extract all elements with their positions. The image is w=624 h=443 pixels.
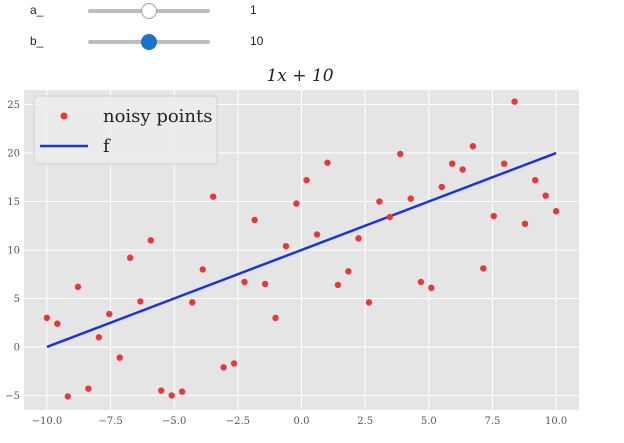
data-point xyxy=(324,159,331,166)
data-point xyxy=(74,283,82,291)
data-point xyxy=(261,280,269,288)
data-point xyxy=(95,334,103,341)
data-point xyxy=(251,216,258,224)
data-point xyxy=(459,166,466,173)
data-point xyxy=(521,220,529,228)
data-point xyxy=(417,278,425,286)
data-point xyxy=(500,160,508,167)
slider-a-label: a_ xyxy=(30,3,44,17)
data-point xyxy=(449,160,456,167)
data-point xyxy=(230,360,238,367)
data-point xyxy=(158,387,165,394)
data-point xyxy=(126,254,134,261)
series-noisy-points xyxy=(43,98,560,400)
data-point xyxy=(490,212,497,220)
series-line-f xyxy=(46,151,557,349)
legend-marker-points xyxy=(60,112,68,120)
data-point xyxy=(147,237,154,244)
slider-b-label: b_ xyxy=(30,34,44,48)
slider-b-row: b_ 10 xyxy=(0,31,300,53)
data-point xyxy=(54,320,61,327)
x-tick-label: 2.5 xyxy=(357,416,373,427)
x-tick-label: −5.0 xyxy=(162,416,186,427)
data-point xyxy=(428,284,435,292)
data-point xyxy=(511,98,518,105)
data-point xyxy=(469,143,477,150)
data-point xyxy=(168,392,175,399)
legend-label-points: noisy points xyxy=(103,106,213,127)
grid xyxy=(24,90,579,410)
data-point xyxy=(313,231,321,238)
y-tick-label: 10 xyxy=(7,246,20,257)
legend: noisy points f xyxy=(33,95,218,165)
data-point xyxy=(189,299,196,306)
y-tick-label: 0 xyxy=(14,342,20,353)
slider-a-handle[interactable] xyxy=(141,3,157,19)
x-tick-label: 0.0 xyxy=(294,416,310,427)
line-f xyxy=(46,151,557,349)
data-point xyxy=(303,176,310,184)
slider-b-handle[interactable] xyxy=(141,34,157,50)
data-point xyxy=(199,266,206,273)
data-point xyxy=(480,265,487,272)
x-tick-label: −10.0 xyxy=(32,416,63,427)
data-point xyxy=(397,150,404,158)
data-point xyxy=(85,385,92,392)
data-point xyxy=(407,195,414,202)
data-point xyxy=(376,198,383,205)
data-point xyxy=(137,298,144,305)
data-point xyxy=(345,268,352,275)
x-tick-label: −2.5 xyxy=(226,416,250,427)
legend-label-line: f xyxy=(103,136,111,157)
data-point xyxy=(282,242,290,250)
data-point xyxy=(438,183,445,191)
x-tick-label: 10.0 xyxy=(545,416,567,427)
data-point xyxy=(272,314,279,322)
data-point xyxy=(209,193,217,200)
y-tick-label: −5 xyxy=(5,391,20,402)
slider-b-value: 10 xyxy=(250,34,264,48)
data-point xyxy=(386,213,394,221)
y-tick-label: 20 xyxy=(7,149,20,160)
data-point xyxy=(220,364,227,371)
data-point xyxy=(293,200,300,207)
data-point xyxy=(106,310,113,318)
data-point xyxy=(552,208,560,215)
y-tick-label: 25 xyxy=(7,100,20,111)
data-point xyxy=(64,393,71,400)
data-point xyxy=(542,192,549,199)
data-point xyxy=(241,278,248,286)
data-point xyxy=(334,281,342,289)
y-tick-label: 5 xyxy=(14,294,20,305)
data-point xyxy=(532,176,539,184)
data-point xyxy=(178,388,186,395)
data-point xyxy=(355,235,362,242)
data-point xyxy=(116,354,123,361)
slider-a-value: 1 xyxy=(250,3,257,17)
data-point xyxy=(43,314,51,322)
tick-labels: −10.0 −7.5 −5.0 −2.5 0.0 2.5 5.0 7.5 10.0 −5 0 5 10 1… xyxy=(5,100,567,427)
x-tick-label: 5.0 xyxy=(421,416,437,427)
chart-title: 1x + 10 xyxy=(266,66,333,86)
x-tick-label: 7.5 xyxy=(484,416,500,427)
scatter-chart: 1x + 10 −10.0 −7.5 −5.0 −2.5 0.0 2.5 5.0 7.5 10.… xyxy=(5,66,579,427)
x-tick-label: −7.5 xyxy=(98,416,122,427)
slider-a-row: a_ 1 xyxy=(0,0,300,22)
y-tick-label: 15 xyxy=(7,197,20,208)
data-point xyxy=(365,299,373,306)
